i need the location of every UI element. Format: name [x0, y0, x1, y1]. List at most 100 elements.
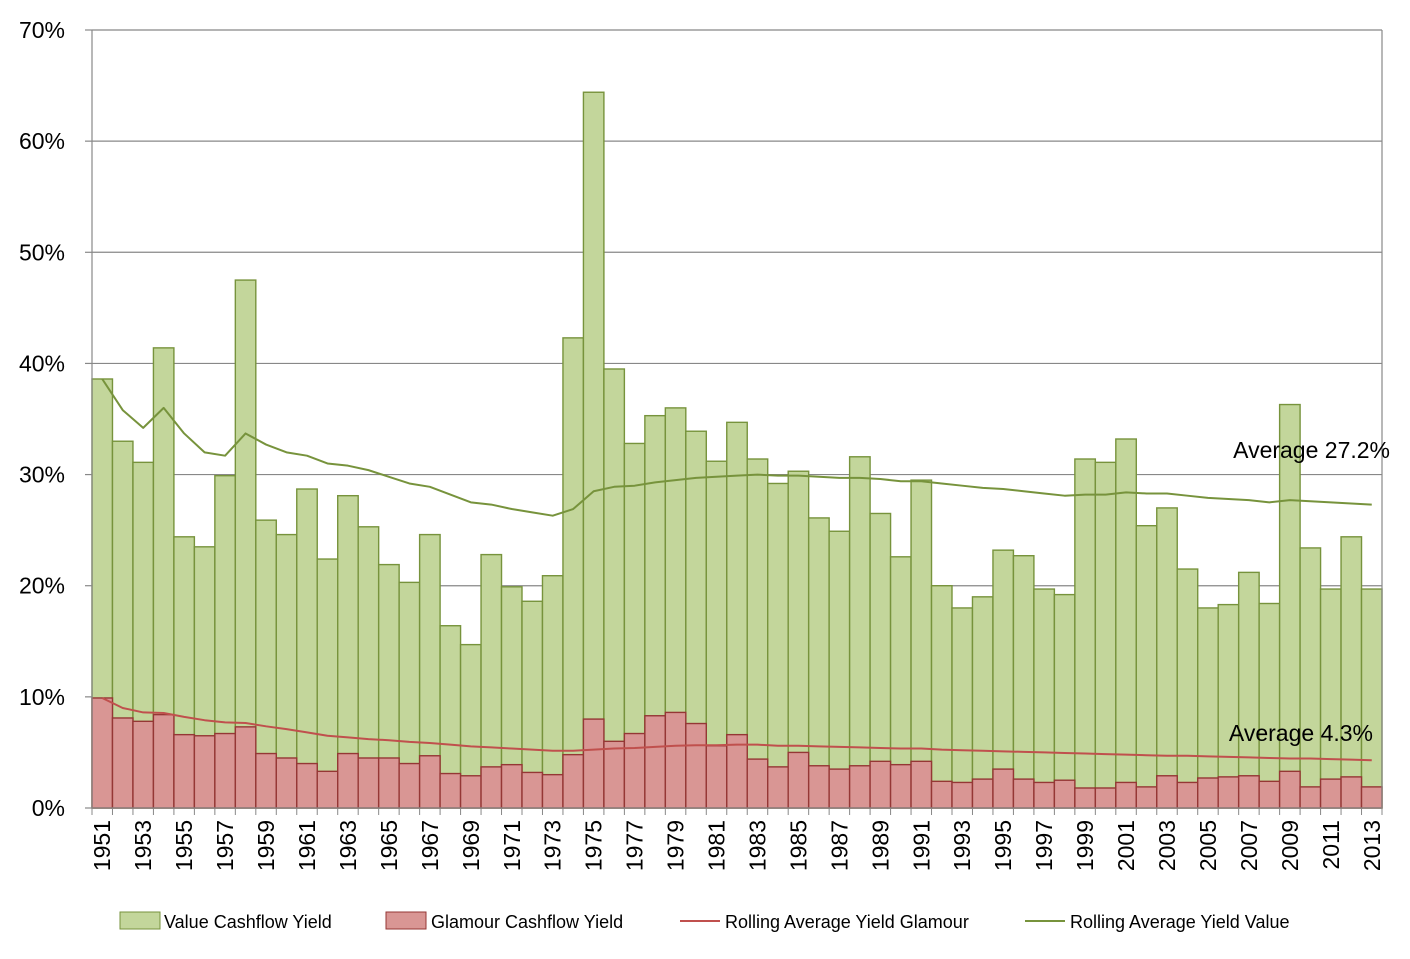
- glamour-bar-1979: [664, 711, 687, 809]
- value-bar-2004: [1176, 568, 1199, 809]
- legend-item-rolling-average-glamour: Rolling Average Yield Glamour: [680, 912, 969, 932]
- value-bar-2007: [1237, 571, 1260, 809]
- y-tick-label: 40%: [19, 350, 65, 376]
- glamour-bar-1975: [582, 718, 605, 809]
- glamour-bar-1970: [480, 766, 503, 809]
- x-tick-label: 1959: [253, 820, 279, 871]
- glamour-bar-1956: [193, 735, 216, 809]
- glamour-bar-1951: [91, 697, 114, 809]
- legend-item-value-cashflow-yield: Value Cashflow Yield: [119, 911, 332, 932]
- x-tick-label: 1955: [171, 820, 197, 871]
- value-bar-1998: [1053, 593, 1076, 809]
- glamour-bar-1972: [521, 771, 544, 809]
- value-bar-2008: [1258, 602, 1281, 809]
- value-bar-2003: [1156, 507, 1178, 809]
- glamour-bar-2000: [1094, 787, 1117, 809]
- glamour-bar-1996: [1012, 778, 1035, 809]
- glamour-bar-1981: [705, 745, 728, 809]
- glamour-bar-1994: [971, 778, 994, 809]
- value-bar-1973: [541, 575, 564, 809]
- glamour-bar-1988: [848, 765, 871, 809]
- x-tick-label: 1993: [949, 820, 975, 871]
- rolling-average-yield-glamour-line: [101, 697, 1372, 762]
- x-tick-label: 1961: [294, 820, 320, 871]
- glamour-bar-1973: [541, 773, 564, 809]
- glamour-bar-1993: [951, 781, 974, 809]
- x-tick-label: 1957: [212, 820, 238, 871]
- legend-item-rolling-average-value: Rolling Average Yield Value: [1025, 912, 1290, 932]
- glamour-bar-2006: [1217, 776, 1240, 809]
- legend-label-value-cashflow-yield: Value Cashflow Yield: [164, 912, 332, 932]
- x-tick-label: 1989: [867, 820, 893, 871]
- glamour-bar-1954: [152, 713, 175, 809]
- rolling-average-lines: [101, 378, 1372, 762]
- value-bar-2013: [1360, 588, 1383, 809]
- y-tick-label: 0%: [32, 795, 65, 821]
- glamour-bar-1986: [807, 765, 830, 809]
- legend-swatch-glamour-bar: [385, 911, 427, 930]
- glamour-bar-2011: [1319, 778, 1342, 809]
- y-tick-label: 50%: [19, 239, 65, 265]
- glamour-bars-group: [91, 697, 1383, 809]
- glamour-bar-1999: [1074, 787, 1097, 809]
- y-tick-label: 70%: [19, 17, 65, 43]
- x-tick-label: 2007: [1236, 820, 1262, 871]
- x-tick-label: 1951: [89, 820, 115, 871]
- glamour-bar-1980: [685, 722, 707, 809]
- value-bar-2000: [1094, 461, 1117, 809]
- value-bar-1993: [951, 607, 974, 809]
- x-tick-label: 1953: [130, 820, 156, 871]
- glamour-bar-1966: [398, 762, 421, 809]
- glamour-bar-2013: [1360, 786, 1383, 809]
- glamour-bar-1983: [746, 758, 769, 809]
- glamour-bar-2012: [1340, 776, 1363, 809]
- x-tick-label: 1969: [458, 820, 484, 871]
- value-bar-2012: [1340, 536, 1363, 809]
- glamour-bar-1971: [500, 763, 523, 809]
- y-tick-label: 60%: [19, 128, 65, 154]
- value-bar-1987: [828, 530, 851, 809]
- glamour-bar-2007: [1237, 775, 1260, 809]
- legend-label-rolling-average-glamour: Rolling Average Yield Glamour: [725, 912, 969, 932]
- value-bar-1961: [296, 488, 318, 809]
- value-bar-1994: [971, 596, 994, 809]
- value-bar-1992: [930, 585, 953, 809]
- x-tick-label: 2013: [1359, 820, 1385, 871]
- x-tick-label: 1967: [417, 820, 443, 871]
- value-bar-1986: [807, 517, 830, 809]
- glamour-bar-1967: [418, 755, 441, 809]
- legend-label-glamour-cashflow-yield: Glamour Cashflow Yield: [431, 912, 623, 932]
- value-bar-1988: [848, 456, 871, 809]
- glamour-bar-1969: [459, 775, 482, 809]
- x-tick-label: 1983: [744, 820, 770, 871]
- value-bar-2001: [1115, 438, 1137, 809]
- rolling-average-yield-value-line: [101, 378, 1372, 517]
- glamour-bar-1957: [214, 732, 237, 809]
- value-bar-1991: [910, 479, 933, 809]
- x-tick-label: 1997: [1031, 820, 1057, 871]
- value-bar-2010: [1299, 547, 1322, 809]
- x-axis-ticks: 1951 1953 1955 1957 1959 1961 1963 1965 1967 1969…: [89, 808, 1385, 871]
- glamour-bar-1995: [992, 768, 1015, 809]
- glamour-bar-2009: [1278, 770, 1301, 809]
- value-bar-1983: [746, 458, 769, 809]
- glamour-bar-1959: [255, 752, 277, 809]
- glamour-bar-1998: [1053, 779, 1076, 809]
- glamour-bar-1976: [603, 740, 626, 809]
- value-bar-1997: [1033, 588, 1056, 809]
- glamour-bar-2010: [1299, 786, 1322, 809]
- x-tick-label: 1965: [376, 820, 402, 871]
- glamour-bar-2005: [1197, 777, 1219, 809]
- x-tick-label: 1985: [785, 820, 811, 871]
- glamour-bar-1989: [869, 760, 892, 809]
- glamour-bar-1952: [111, 717, 134, 809]
- value-bar-2009: [1278, 403, 1301, 809]
- glamour-bar-1961: [296, 762, 318, 809]
- value-bar-2011: [1319, 588, 1342, 809]
- value-bar-1975: [582, 91, 605, 809]
- x-tick-label: 2005: [1195, 820, 1221, 871]
- x-tick-label: 1995: [990, 820, 1016, 871]
- y-tick-label: 10%: [19, 684, 65, 710]
